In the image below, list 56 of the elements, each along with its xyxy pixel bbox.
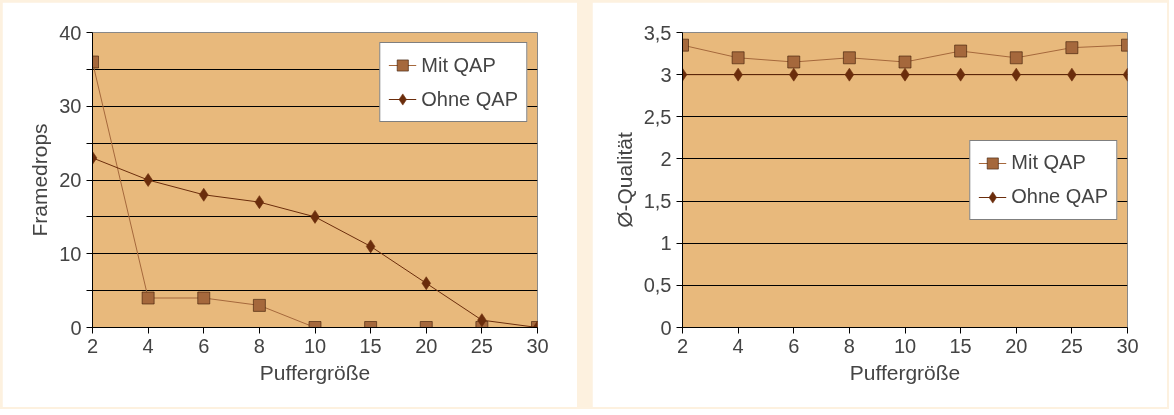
- x-tick-label: 10: [303, 334, 327, 357]
- point: [787, 55, 801, 69]
- y-tick-label: 10: [59, 242, 82, 265]
- x-tick-label: 25: [470, 334, 493, 357]
- point: [844, 67, 855, 82]
- x-axis-title: Puffergröße: [259, 360, 371, 384]
- point: [253, 299, 266, 312]
- legend-label: Ohne QAP: [1011, 185, 1108, 208]
- point: [731, 51, 745, 65]
- y-tick-label: 0: [70, 316, 82, 339]
- point: [310, 210, 320, 224]
- y-tick-label: 3,5: [643, 21, 672, 44]
- y-tick-label: 30: [59, 95, 82, 118]
- y-tick-label: 1: [660, 232, 672, 255]
- point: [197, 291, 211, 305]
- point: [898, 55, 912, 69]
- x-tick-label: 30: [1116, 334, 1139, 357]
- point: [1009, 51, 1023, 65]
- legend-label: Mit QAP: [421, 53, 496, 77]
- x-tick-label: 15: [949, 334, 972, 357]
- x-tick-label: 2: [86, 334, 99, 357]
- y-tick-label: 3: [660, 63, 672, 86]
- point: [477, 313, 487, 327]
- y-tick-label: 1,5: [643, 190, 672, 213]
- x-tick-label: 2: [676, 334, 689, 357]
- point: [365, 239, 376, 254]
- y-tick-label: 40: [59, 21, 82, 44]
- x-tick-label: 20: [415, 334, 438, 357]
- x-axis-title: Puffergröße: [849, 360, 961, 384]
- legend-label: Mit QAP: [1011, 151, 1086, 174]
- y-tick-label: 2,5: [643, 105, 672, 128]
- point: [843, 51, 856, 65]
- x-tick-label: 6: [198, 334, 210, 357]
- point: [955, 67, 966, 82]
- point: [954, 44, 967, 58]
- y-tick-label: 0,5: [643, 274, 672, 297]
- x-tick-label: 20: [1005, 334, 1028, 357]
- point: [254, 195, 265, 209]
- y-tick-label: 20: [59, 169, 82, 191]
- y-tick-label: 2: [660, 147, 672, 170]
- x-tick-label: 15: [359, 334, 382, 357]
- x-tick-label: 10: [893, 334, 917, 357]
- x-tick-label: 8: [843, 334, 855, 357]
- x-tick-label: 6: [788, 334, 800, 357]
- x-tick-label: 30: [526, 334, 549, 357]
- point: [1065, 41, 1079, 54]
- legend-label: Ohne QAP: [421, 87, 518, 111]
- point: [143, 173, 153, 187]
- x-tick-label: 25: [1060, 334, 1083, 357]
- point: [141, 291, 155, 305]
- x-tick-label: 4: [732, 334, 744, 357]
- x-tick-label: 4: [142, 334, 154, 357]
- x-tick-label: 8: [253, 334, 265, 357]
- y-axis-title: Framedrops: [28, 123, 52, 237]
- y-axis-title: Ø-Qualität: [612, 131, 636, 228]
- y-tick-label: 0: [660, 316, 672, 339]
